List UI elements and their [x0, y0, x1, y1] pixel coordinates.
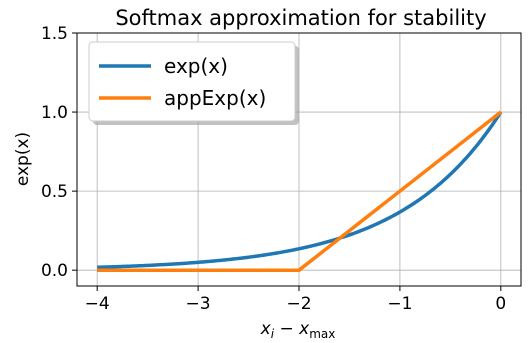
series-lines: [97, 110, 503, 272]
legend: exp(x) appExp(x): [88, 41, 299, 125]
y-tick-label: 1.5: [41, 24, 68, 44]
axis-ticks: −4 −3 −2 −1 0 0.0 0.5 1.0 1.5: [41, 24, 506, 314]
x-tick-label: −1: [387, 294, 412, 314]
legend-box: [88, 41, 296, 122]
x-axis-label: xi − xmax: [260, 319, 336, 341]
y-axis-label: exp(x): [13, 132, 33, 186]
x-tick-label: −4: [85, 294, 110, 314]
x-tick-label: −3: [186, 294, 211, 314]
x-tick-label: −2: [286, 294, 311, 314]
series-line-exp: [97, 111, 503, 270]
legend-label-exp: exp(x): [164, 54, 228, 78]
y-tick-label: 1.0: [41, 103, 68, 123]
y-tick-label: 0.5: [41, 182, 68, 202]
y-tick-label: 0.0: [41, 261, 68, 281]
series-line-appexp: [97, 110, 502, 272]
chart-title: Softmax approximation for stability: [115, 6, 486, 30]
x-tick-label: 0: [495, 294, 506, 314]
legend-label-appexp: appExp(x): [164, 86, 266, 110]
